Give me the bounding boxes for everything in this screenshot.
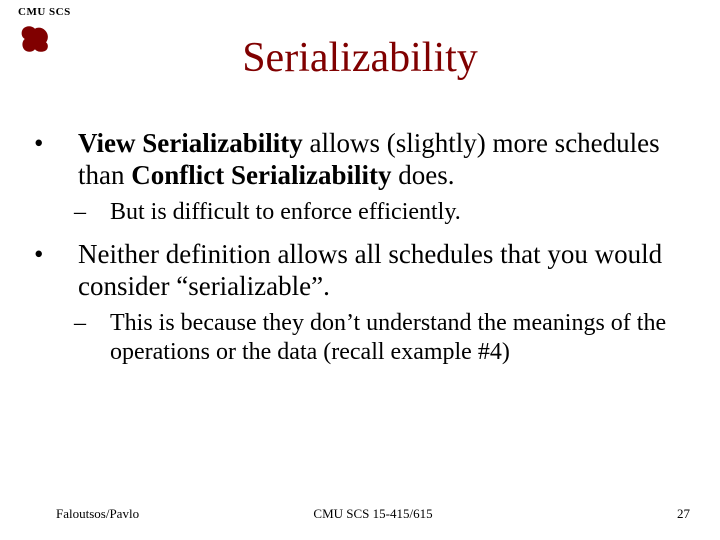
bullet-bold-text: Conflict Serializability (131, 160, 391, 190)
bullet-bold-text: View Serializability (78, 128, 303, 158)
bullet-item: •View Serializability allows (slightly) … (56, 128, 690, 192)
bullet-item: •Neither definition allows all schedules… (56, 239, 690, 303)
footer-page-number: 27 (677, 506, 690, 522)
header-label: CMU SCS (18, 6, 71, 18)
sub-bullet-text: But is difficult to enforce efficiently. (110, 199, 461, 225)
sub-bullet-item: –This is because they don’t understand t… (92, 309, 690, 368)
footer-left: Faloutsos/Pavlo (56, 506, 139, 522)
bullet-text: Neither definition allows all schedules … (78, 239, 662, 301)
bullet-marker: • (56, 128, 78, 160)
sub-bullet-text: This is because they don’t understand th… (110, 310, 666, 365)
slide-footer: Faloutsos/Pavlo CMU SCS 15-415/615 27 (56, 506, 690, 522)
slide-body: •View Serializability allows (slightly) … (56, 128, 690, 379)
sub-bullet-marker: – (92, 309, 110, 338)
bullet-marker: • (56, 239, 78, 271)
slide-title: Serializability (0, 34, 720, 82)
sub-bullet-marker: – (92, 198, 110, 227)
sub-bullet-item: –But is difficult to enforce efficiently… (92, 198, 690, 227)
bullet-text: does. (391, 160, 454, 190)
footer-center: CMU SCS 15-415/615 (313, 506, 432, 522)
